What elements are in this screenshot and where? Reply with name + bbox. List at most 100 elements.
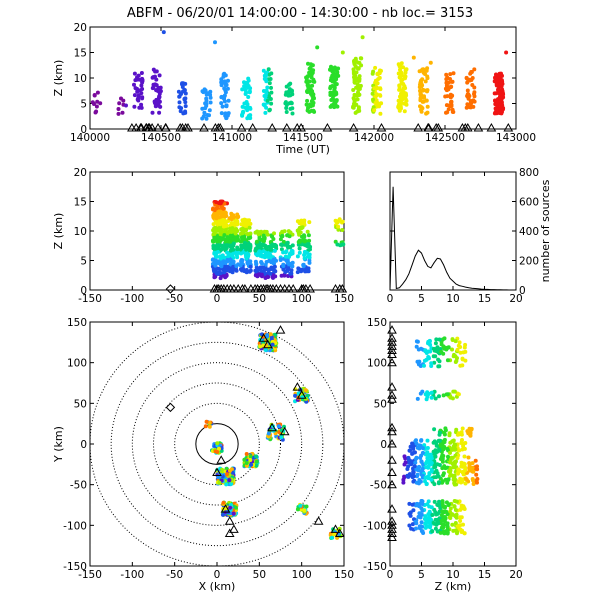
source-point (450, 347, 454, 352)
y-tick-label: 20 (74, 22, 87, 34)
source-point (415, 445, 420, 450)
source-point (137, 105, 142, 110)
source-point (429, 361, 434, 366)
source-point (444, 103, 449, 108)
source-point (452, 464, 457, 469)
source-point (430, 513, 435, 517)
source-point (268, 332, 273, 337)
source-point (154, 88, 159, 93)
source-point (429, 460, 434, 465)
y-tick-label: 150 (367, 317, 387, 329)
source-point (472, 67, 477, 72)
source-point (419, 346, 424, 351)
source-point (354, 85, 359, 90)
source-point (239, 259, 244, 264)
source-point (493, 106, 498, 111)
source-point (355, 76, 360, 81)
x-tick-label: 140500 (141, 132, 181, 144)
source-point (120, 110, 125, 115)
source-point (285, 240, 290, 245)
source-point (278, 257, 283, 262)
source-point (403, 68, 408, 73)
source-point (270, 242, 275, 247)
source-point (297, 230, 302, 234)
source-point (424, 111, 429, 116)
source-point (222, 201, 227, 206)
source-point (244, 218, 249, 223)
station-triangle (330, 524, 341, 533)
source-point (436, 503, 441, 508)
source-point (288, 271, 293, 276)
source-point (442, 531, 447, 536)
source-point (234, 228, 239, 233)
station-triangle (275, 325, 286, 334)
source-point (177, 105, 182, 110)
y-tick-label: 5 (80, 256, 87, 268)
source-point (219, 205, 224, 210)
source-point (297, 250, 302, 255)
station-triangle (322, 122, 333, 132)
source-point (265, 98, 270, 103)
source-point (454, 499, 459, 504)
source-point (453, 478, 458, 482)
source-point (411, 446, 416, 451)
source-point (433, 341, 438, 346)
source-point (234, 268, 239, 273)
source-point (228, 233, 233, 238)
source-point (140, 96, 145, 101)
source-point (417, 504, 421, 509)
source-point (334, 76, 339, 81)
source-point (263, 262, 268, 267)
source-point (455, 456, 460, 460)
x-tick-label: 20 (509, 569, 522, 581)
station-triangle (387, 516, 397, 525)
source-point (302, 508, 307, 513)
source-point (238, 263, 243, 268)
source-point (287, 252, 292, 257)
source-point (116, 107, 121, 111)
source-point (266, 431, 271, 436)
y-tick-label: 600 (519, 197, 539, 209)
source-point (212, 208, 217, 213)
source-point (135, 77, 140, 82)
station-triangle (281, 122, 292, 132)
source-point (289, 268, 294, 273)
source-point (456, 431, 461, 436)
source-point (244, 106, 249, 111)
source-point (302, 256, 307, 261)
x-tick-label: 50 (253, 293, 266, 305)
source-point (262, 268, 267, 273)
source-point (246, 85, 251, 90)
source-point (374, 100, 379, 105)
source-point (183, 104, 188, 109)
source-point (151, 85, 156, 90)
source-point (95, 99, 100, 104)
source-point (132, 104, 137, 109)
axes-time_height: 140000 140500 141000 141500 142000 142500 1430… (52, 22, 536, 156)
source-point (236, 214, 241, 219)
source-point (407, 448, 412, 453)
source-point (310, 83, 315, 88)
source-point (305, 74, 310, 79)
source-point (225, 86, 230, 91)
source-point (281, 239, 286, 244)
source-point (420, 529, 425, 534)
source-point (245, 102, 250, 107)
source-point (254, 463, 259, 468)
source-point (244, 461, 249, 465)
source-point (434, 346, 439, 351)
station-triangle (387, 382, 397, 391)
station-triangle (387, 341, 397, 350)
source-point (266, 254, 270, 259)
source-point (414, 441, 419, 446)
source-point (426, 512, 431, 517)
source-point (269, 255, 274, 260)
source-point (499, 98, 504, 103)
source-point (92, 93, 97, 97)
source-point (447, 431, 452, 436)
y-tick-label: 150 (67, 317, 87, 329)
source-point (304, 269, 309, 274)
source-point (271, 257, 276, 262)
source-point (230, 226, 235, 231)
